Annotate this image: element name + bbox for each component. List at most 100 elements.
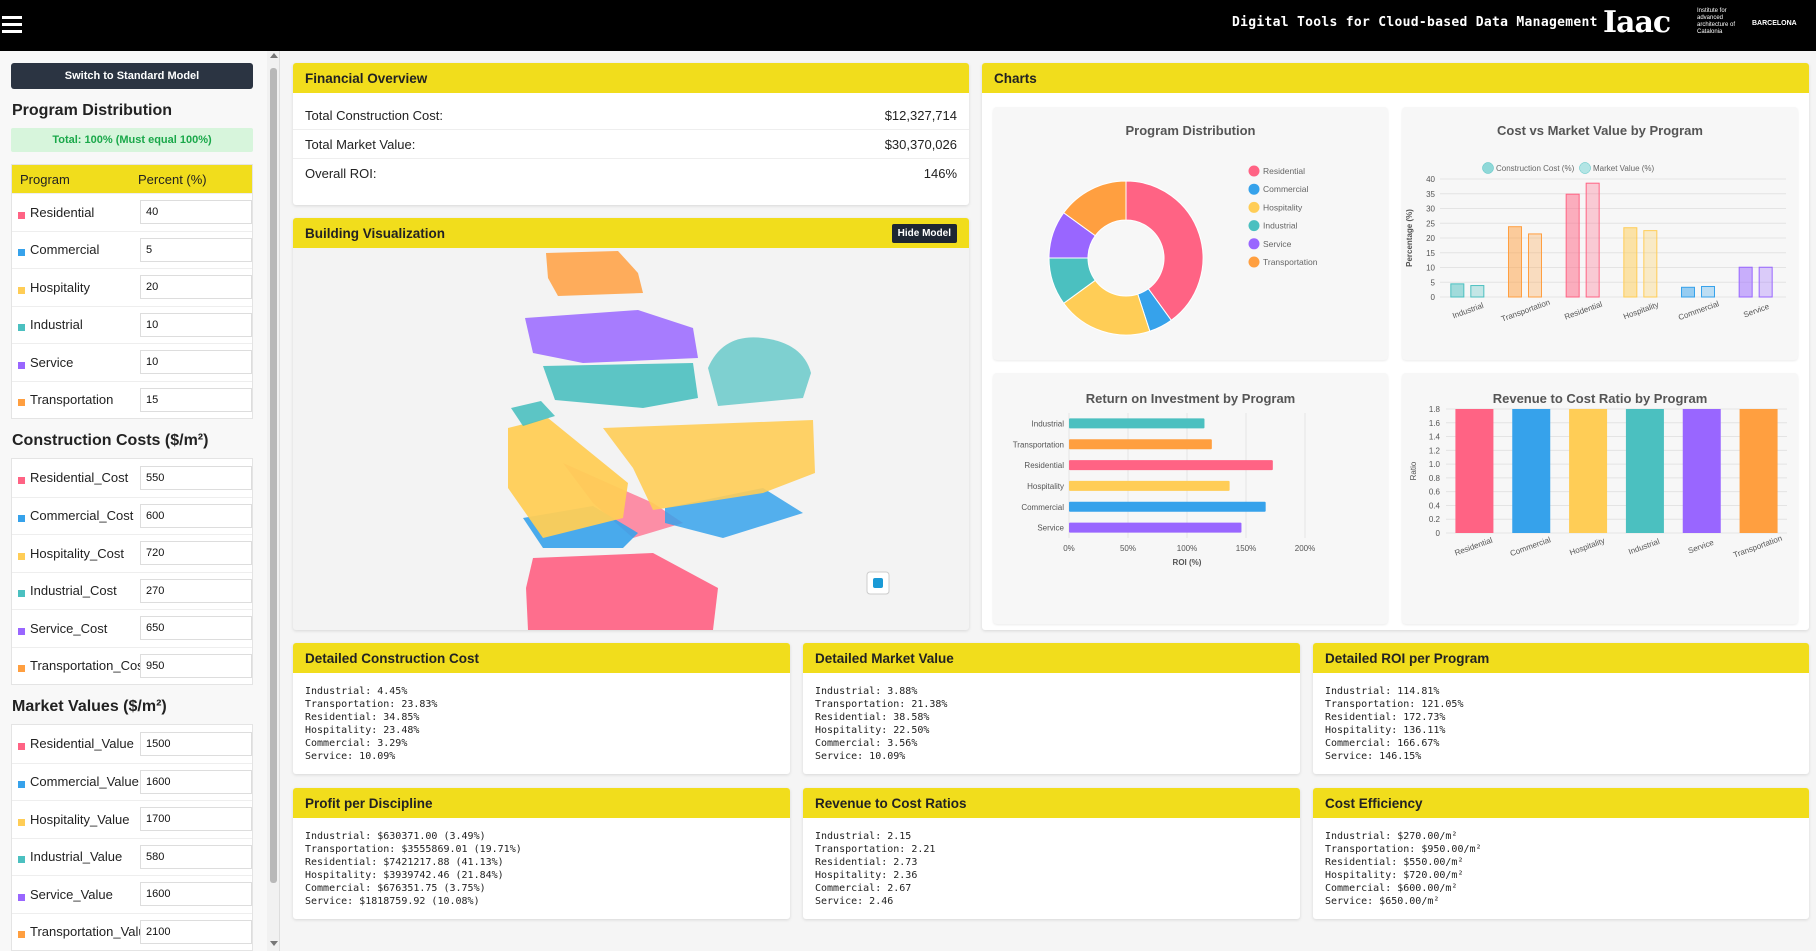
model-transportation-mass — [546, 251, 643, 296]
x-tick-label: 0% — [1063, 544, 1075, 553]
y-tick-label: 10 — [1426, 264, 1435, 273]
x-tick-label: Industrial — [1627, 537, 1661, 557]
x-axis-label: ROI (%) — [1173, 558, 1202, 567]
model-industrial-block — [511, 401, 555, 426]
service-value-input[interactable] — [140, 882, 252, 907]
scroll-up-icon[interactable] — [270, 53, 278, 58]
transportation-cost-input[interactable] — [140, 653, 252, 678]
industrial-cost-input[interactable] — [140, 578, 252, 603]
residential-cost-input[interactable] — [140, 465, 252, 490]
bar-service — [1682, 409, 1721, 533]
input-label: Hospitality_Value — [12, 812, 140, 827]
industrial-value-input[interactable] — [140, 844, 252, 869]
residential-value-input[interactable] — [140, 731, 252, 756]
y-tick-label: 1.0 — [1429, 460, 1441, 469]
input-label: Industrial_Cost — [12, 583, 140, 598]
bar-hospitality — [1069, 480, 1230, 491]
y-tick-label: Transportation — [1013, 440, 1064, 449]
detail-line: Transportation: 2.21 — [815, 844, 936, 855]
card-title: Detailed Construction Cost — [305, 650, 480, 666]
detail-line: Hospitality: 136.11% — [1325, 725, 1446, 736]
x-tick-label: Commercial — [1509, 535, 1552, 558]
detail-line: Service: 10.09% — [815, 751, 906, 762]
hospitality-cost-input[interactable] — [140, 541, 252, 566]
transportation-input[interactable] — [140, 387, 252, 412]
market-values-table: Residential_Value Commercial_Value Hospita… — [11, 724, 253, 951]
hospitality-input[interactable] — [140, 275, 252, 300]
scroll-thumb[interactable] — [270, 68, 277, 883]
model-residential-mass — [526, 553, 718, 630]
app-title: Digital Tools for Cloud-based Data Manag… — [1232, 15, 1598, 30]
bar-residential — [1069, 460, 1273, 471]
legend-label: Market Value (%) — [1593, 164, 1655, 173]
hospitality-value-input[interactable] — [140, 807, 252, 832]
service-cost-input[interactable] — [140, 616, 252, 641]
color-swatch-icon — [18, 781, 25, 789]
y-tick-label: 0.4 — [1429, 501, 1441, 510]
card-title: Detailed Market Value — [815, 650, 954, 666]
x-tick-label: Service — [1742, 302, 1771, 320]
input-row-commercial: Commercial — [12, 230, 252, 269]
input-label: Hospitality — [12, 280, 140, 295]
x-tick-label: Industrial — [1451, 301, 1485, 321]
card-title: Profit per Discipline — [305, 795, 433, 811]
service-input[interactable] — [140, 350, 252, 375]
legend-marker — [1248, 238, 1260, 250]
input-label: Industrial_Value — [12, 849, 140, 864]
profit-per-discipline-card: Profit per Discipline Industrial: $63037… — [293, 788, 790, 919]
fin-row-market-value: Total Market Value: $30,370,026 — [293, 130, 969, 159]
legend-marker — [1248, 165, 1260, 177]
legend-marker — [1248, 256, 1260, 268]
fin-value: $30,370,026 — [884, 136, 957, 152]
reset-view-icon[interactable] — [873, 578, 883, 588]
logo-city: BARCELONA — [1752, 20, 1797, 27]
building-visualization-card: Building Visualization Hide Model — [293, 218, 969, 630]
menu-icon[interactable] — [2, 12, 22, 36]
x-tick-label: 200% — [1295, 544, 1315, 553]
iaac-logo: Iaac — [1603, 5, 1671, 40]
detail-line: Hospitality: 23.48% — [305, 725, 420, 736]
color-swatch-icon — [18, 552, 25, 560]
commercial-cost-input[interactable] — [140, 503, 252, 528]
detail-lines: Industrial: $630371.00 (3.49%) Transporta… — [293, 818, 790, 919]
sidebar: Switch to Standard Model Program Distrib… — [0, 51, 280, 951]
switch-model-button[interactable]: Switch to Standard Model — [11, 63, 253, 89]
detail-line: Transportation: 23.83% — [305, 699, 438, 710]
program-distribution-title: Program Distribution — [12, 102, 173, 119]
transportation-value-input[interactable] — [140, 919, 252, 944]
bar-transportation-cost — [1508, 226, 1522, 298]
bar-hospitality-cost — [1623, 227, 1638, 298]
detail-line: Commercial: 3.29% — [305, 738, 408, 749]
program-distribution-chart: Program Distribution Residential Commerci… — [993, 107, 1388, 360]
y-tick-label: 1.2 — [1429, 446, 1441, 455]
input-label: Service_Value — [12, 887, 140, 902]
input-row-commercial-value: Commercial_Value — [12, 762, 252, 801]
input-row-hospitality-cost: Hospitality_Cost — [12, 534, 252, 572]
model-commercial-slab-2 — [665, 488, 803, 538]
input-row-residential-cost: Residential_Cost — [12, 459, 252, 497]
detail-line: Commercial: 3.56% — [815, 738, 918, 749]
residential-input[interactable] — [140, 200, 252, 225]
bar-hospitality — [1569, 409, 1608, 533]
bar-service — [1069, 522, 1242, 533]
bar-residential-market — [1585, 182, 1600, 298]
input-row-transportation-cost: Transportation_Cost — [12, 646, 252, 685]
input-label-text: Residential_Cost — [30, 470, 129, 486]
chart-title: Return on Investment by Program — [1085, 391, 1296, 406]
input-row-residential-value: Residential_Value — [12, 725, 252, 763]
sidebar-scrollbar[interactable] — [267, 51, 279, 951]
scroll-down-icon[interactable] — [270, 941, 278, 946]
commercial-input[interactable] — [140, 237, 252, 262]
commercial-value-input[interactable] — [140, 769, 252, 794]
input-row-transportation-value: Transportation_Value — [12, 912, 252, 951]
color-swatch-icon — [18, 211, 25, 219]
logo-subtitle: Institute for advanced architecture of C… — [1697, 8, 1736, 35]
detail-line: Commercial: 2.67 — [815, 883, 912, 894]
input-row-industrial-cost: Industrial_Cost — [12, 571, 252, 610]
fin-label: Total Market Value: — [305, 136, 416, 152]
card-title: Detailed ROI per Program — [1325, 650, 1490, 666]
building-3d-model[interactable] — [293, 248, 969, 630]
industrial-input[interactable] — [140, 312, 252, 337]
input-row-service-cost: Service_Cost — [12, 609, 252, 647]
hide-model-button[interactable]: Hide Model — [891, 223, 957, 243]
